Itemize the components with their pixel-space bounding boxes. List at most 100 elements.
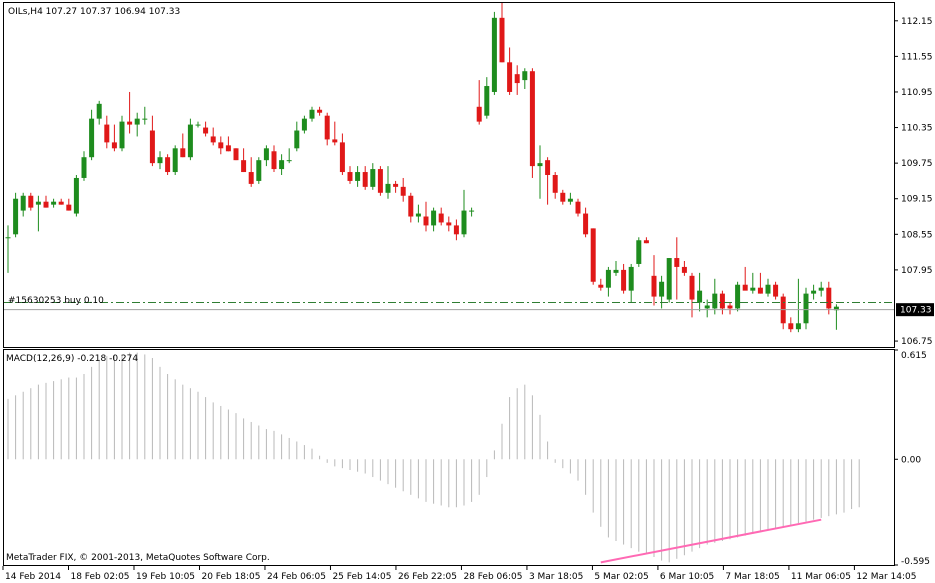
macd-tick-label: 0.00 bbox=[901, 455, 921, 465]
candle bbox=[552, 172, 558, 199]
time-tick-label: 24 Feb 06:05 bbox=[267, 572, 326, 582]
candle bbox=[104, 115, 110, 149]
candle bbox=[697, 272, 703, 312]
candle bbox=[279, 154, 285, 175]
candle bbox=[111, 124, 117, 152]
candle bbox=[134, 112, 140, 137]
candle bbox=[13, 192, 19, 238]
macd-trendline[interactable] bbox=[600, 518, 822, 564]
candle bbox=[324, 112, 330, 146]
candle bbox=[157, 151, 163, 170]
current-price-value: 107.33 bbox=[900, 306, 932, 316]
time-tick-label: 7 Mar 18:05 bbox=[725, 572, 779, 582]
price-tick-label: 107.95 bbox=[901, 266, 933, 276]
candle bbox=[681, 261, 687, 276]
candle bbox=[765, 278, 771, 297]
candle bbox=[89, 109, 95, 161]
candle bbox=[309, 106, 315, 122]
time-axis: 14 Feb 2014 18 Feb 02:05 19 Feb 10:05 20 Fe… bbox=[2, 566, 916, 582]
candle bbox=[5, 225, 11, 273]
macd-tick-label: -0.595 bbox=[901, 557, 930, 567]
candle bbox=[233, 148, 239, 161]
time-tick-label: 11 Mar 06:05 bbox=[791, 572, 851, 582]
price-pane-frame bbox=[3, 2, 895, 348]
candle bbox=[514, 65, 520, 95]
candle bbox=[453, 219, 459, 241]
time-tick-label: 6 Mar 10:05 bbox=[660, 572, 714, 582]
candle bbox=[742, 266, 748, 291]
candle bbox=[628, 263, 634, 303]
candle bbox=[476, 80, 482, 125]
candle bbox=[210, 127, 216, 146]
candle bbox=[332, 121, 338, 146]
candle bbox=[317, 106, 323, 116]
candle bbox=[735, 281, 741, 312]
candle bbox=[96, 100, 102, 125]
candle bbox=[263, 145, 269, 167]
candle bbox=[355, 166, 361, 187]
time-tick-label: 18 Feb 02:05 bbox=[70, 572, 129, 582]
candle bbox=[142, 106, 148, 125]
candle bbox=[294, 121, 300, 152]
candle bbox=[773, 281, 779, 300]
candle bbox=[590, 228, 596, 285]
price-tick-label: 112.15 bbox=[901, 17, 933, 27]
candle bbox=[803, 287, 809, 330]
candle bbox=[757, 272, 763, 294]
candle bbox=[788, 317, 794, 333]
price-tick-label: 110.95 bbox=[901, 88, 933, 98]
candle bbox=[431, 207, 437, 232]
price-tick-label: 106.75 bbox=[901, 337, 933, 347]
macd-axis: 0.615 0.00 -0.595 bbox=[894, 349, 930, 567]
price-candles bbox=[5, 3, 839, 333]
candle bbox=[583, 207, 589, 238]
candle bbox=[659, 275, 665, 309]
candle bbox=[400, 177, 406, 202]
candle bbox=[674, 237, 680, 300]
candle bbox=[605, 266, 611, 297]
candle bbox=[689, 272, 695, 318]
candle bbox=[28, 192, 34, 211]
time-tick-label: 19 Feb 10:05 bbox=[136, 572, 195, 582]
candle bbox=[438, 207, 444, 226]
macd-pane-frame bbox=[3, 349, 895, 566]
candle bbox=[545, 157, 551, 205]
candle bbox=[362, 166, 368, 190]
candle bbox=[81, 151, 87, 181]
candle bbox=[393, 180, 399, 193]
candle bbox=[666, 258, 672, 303]
time-tick-label: 28 Feb 06:05 bbox=[463, 572, 522, 582]
macd-label: MACD(12,26,9) -0.218 -0.274 bbox=[6, 354, 138, 364]
time-tick-label: 20 Feb 18:05 bbox=[201, 572, 260, 582]
candle bbox=[795, 278, 801, 333]
candle bbox=[301, 115, 307, 134]
candle bbox=[636, 237, 642, 267]
candle bbox=[51, 198, 57, 208]
time-tick-label: 25 Feb 14:05 bbox=[332, 572, 391, 582]
candle bbox=[286, 148, 292, 164]
candle bbox=[73, 175, 79, 217]
time-tick-label: 3 Mar 18:05 bbox=[529, 572, 583, 582]
candle bbox=[750, 272, 756, 294]
candle bbox=[613, 261, 619, 276]
candle bbox=[271, 145, 277, 173]
price-axis: 112.15 111.55 110.95 110.35 109.75 109.15 108.… bbox=[894, 17, 933, 347]
candle bbox=[780, 293, 786, 330]
candle bbox=[719, 290, 725, 315]
candle bbox=[621, 263, 627, 294]
candle bbox=[66, 198, 72, 211]
candle bbox=[43, 195, 49, 208]
candle bbox=[377, 166, 383, 196]
candle bbox=[347, 166, 353, 184]
candle bbox=[537, 145, 543, 199]
time-tick-label: 14 Feb 2014 bbox=[5, 572, 61, 582]
candle bbox=[241, 148, 247, 173]
candle bbox=[651, 255, 657, 306]
candle bbox=[187, 118, 193, 161]
candle bbox=[20, 192, 26, 217]
candle bbox=[484, 77, 490, 119]
candle bbox=[203, 121, 209, 137]
time-tick-label: 26 Feb 22:05 bbox=[398, 572, 457, 582]
candle bbox=[195, 121, 201, 128]
